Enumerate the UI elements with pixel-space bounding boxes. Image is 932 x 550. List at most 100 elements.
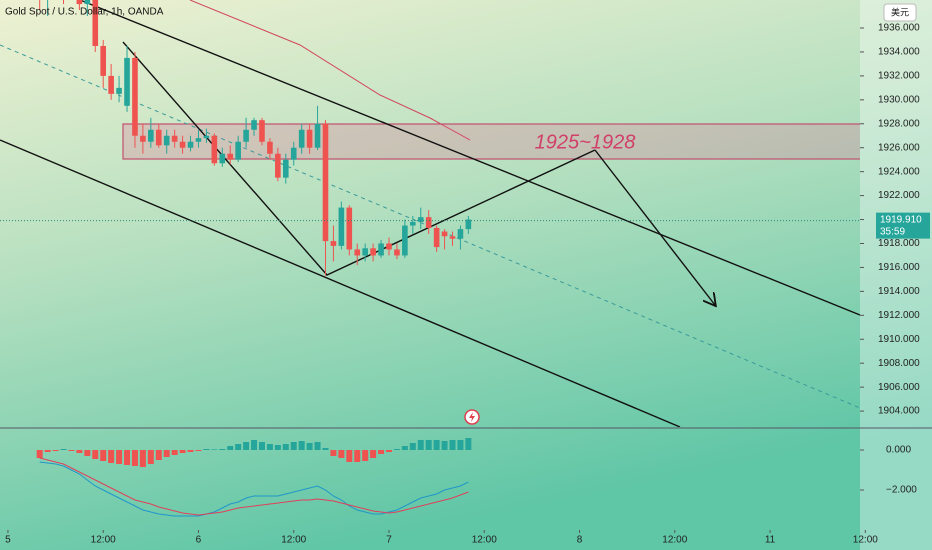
histogram-bar — [92, 450, 99, 459]
candle-body — [417, 217, 424, 222]
channel-lower — [0, 139, 681, 427]
flash-glyph — [469, 412, 475, 422]
countdown: 35:59 — [880, 226, 905, 237]
last-price-box — [876, 212, 930, 239]
y-tick-label: 1934.000 — [878, 47, 920, 58]
histogram-bar — [298, 441, 305, 450]
candle-body — [211, 135, 218, 164]
histogram-bar — [282, 444, 289, 450]
x-tick-label: 12:00 — [281, 535, 306, 546]
x-tick-label: 8 — [577, 535, 583, 546]
candle-body — [394, 249, 400, 256]
histogram-bar — [131, 450, 138, 466]
histogram-bar — [441, 441, 448, 450]
candle-body — [171, 135, 178, 142]
candle-body — [362, 248, 368, 256]
y-tick-label: 1914.000 — [878, 286, 920, 297]
indicator-line — [39, 461, 469, 517]
x-tick-label: 12:00 — [91, 535, 116, 546]
histogram-bar — [465, 438, 472, 450]
y-tick-label: 1924.000 — [878, 166, 920, 177]
histogram-bar — [52, 450, 59, 451]
macd-pane — [36, 438, 472, 517]
chart-title: Gold Spot / U.S. Dollar, 1h, OANDA — [5, 7, 164, 18]
histogram-bar — [195, 450, 202, 451]
histogram-bar — [44, 450, 51, 452]
histogram-bar — [147, 450, 154, 464]
histogram-bar — [179, 450, 186, 453]
candle-body — [306, 129, 313, 148]
histogram-bar — [124, 450, 131, 465]
x-tick-label: 5 — [5, 535, 11, 546]
candle-body — [92, 0, 99, 46]
last-price-label: 1919.910 — [880, 214, 922, 225]
candle-body — [227, 153, 234, 160]
candle-body — [100, 45, 107, 76]
candle-body — [386, 243, 392, 250]
histogram-bar — [68, 450, 75, 451]
candle-body — [84, 0, 91, 5]
candle-body — [370, 248, 376, 256]
histogram-bar — [401, 446, 408, 450]
channel-upper — [79, 0, 860, 316]
candle-body — [378, 243, 384, 256]
histogram-bar — [274, 445, 281, 450]
histogram-bar — [346, 450, 353, 462]
candle-body — [163, 135, 170, 146]
candle-body — [275, 153, 281, 178]
candle-body — [155, 129, 162, 146]
indicator-line — [39, 457, 469, 516]
candle-body — [179, 141, 186, 148]
y-tick-label: 1904.000 — [878, 406, 920, 417]
histogram-bar — [36, 450, 43, 458]
histogram-bar — [227, 446, 234, 450]
x-tick-label: 6 — [196, 535, 202, 546]
x-tick-label: 12:00 — [662, 535, 687, 546]
candle-body — [195, 138, 202, 142]
candle-body — [259, 120, 265, 142]
y-tick-label: 1916.000 — [878, 262, 920, 273]
histogram-bar — [425, 440, 432, 450]
y-tick-label: 1936.000 — [878, 23, 920, 34]
histogram-bar — [108, 450, 115, 463]
currency-label[interactable]: 美元 — [891, 6, 909, 17]
y-tick-label: 1926.000 — [878, 142, 920, 153]
histogram-bar — [219, 449, 226, 450]
histogram-bar — [243, 442, 250, 450]
histogram-bar — [417, 440, 424, 450]
candle-body — [235, 141, 241, 160]
zigzag — [122, 41, 596, 276]
histogram-bar — [60, 449, 67, 450]
candle-body — [124, 57, 130, 106]
candle-body — [346, 207, 353, 250]
candle-body — [354, 249, 361, 256]
candle-body — [338, 207, 345, 246]
moving-average — [189, 0, 471, 141]
histogram-bar — [116, 450, 123, 464]
histogram-bar — [251, 440, 258, 450]
candle-body — [251, 120, 257, 130]
candle-body — [330, 241, 337, 246]
y-tick-label: 1912.000 — [878, 310, 920, 321]
candle-body — [465, 219, 472, 230]
histogram-bar — [203, 449, 210, 450]
candle-body — [148, 129, 154, 142]
candle-body — [76, 0, 83, 5]
candle-body — [298, 129, 305, 148]
histogram-bar — [155, 450, 162, 460]
histogram-bar — [84, 450, 91, 456]
y-tick-label: 1932.000 — [878, 71, 920, 82]
candle-body — [132, 57, 138, 136]
candle-body — [116, 87, 122, 94]
zone-label: 1925~1928 — [535, 131, 636, 153]
y-tick-label: 1928.000 — [878, 118, 920, 129]
histogram-bar — [385, 450, 392, 452]
y-tick-label: 1906.000 — [878, 382, 920, 393]
currency-button[interactable] — [883, 3, 917, 22]
candle-body — [187, 141, 194, 148]
candle-body — [433, 227, 440, 248]
y-tick-label: 1930.000 — [878, 94, 920, 105]
candle-body — [108, 75, 114, 94]
histogram-bar — [314, 442, 321, 450]
